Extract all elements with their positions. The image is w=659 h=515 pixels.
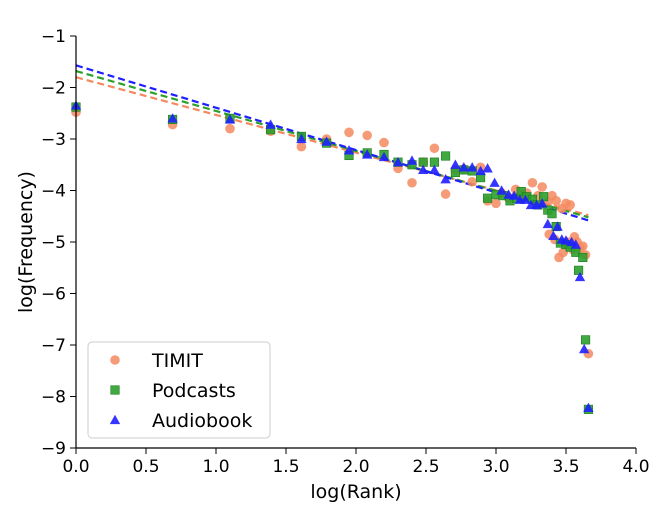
legend-marker-audiobook	[109, 414, 121, 425]
data-point-timit	[558, 247, 568, 258]
data-point-podcasts	[578, 252, 588, 262]
data-point-audiobook	[296, 133, 307, 144]
data-point-timit	[467, 176, 478, 187]
x-tick-label: 3.5	[552, 457, 579, 477]
data-point-audiobook	[509, 190, 520, 200]
legend-label-timit: TIMIT	[151, 350, 203, 372]
legend-label-podcasts: Podcasts	[152, 380, 236, 402]
x-tick-label: 1.5	[272, 457, 299, 477]
legend: TIMIT Podcasts Audiobook	[87, 341, 271, 439]
data-point-audiobook	[579, 343, 590, 354]
data-point-timit	[407, 177, 417, 188]
data-point-audiobook	[450, 159, 461, 169]
legend-marker-timit	[110, 355, 120, 365]
data-point-audiobook	[429, 164, 440, 175]
x-axis-label: log(Rank)	[310, 481, 401, 503]
data-point-podcasts	[581, 335, 591, 345]
x-tick-label: 1.0	[202, 457, 229, 477]
y-tick-label: −8	[41, 388, 66, 408]
data-point-timit	[527, 177, 538, 188]
data-point-audiobook	[583, 402, 594, 412]
data-point-audiobook	[552, 221, 563, 231]
y-tick-label: −7	[41, 336, 66, 356]
data-point-podcasts	[516, 186, 526, 197]
data-point-timit	[344, 127, 354, 138]
data-point-audiobook	[167, 113, 178, 123]
data-point-timit	[440, 189, 451, 199]
axes: 0.0 0.5 1.0 1.5 2.0 2.5 3.0 3.5 4.0 −1 −2 −3 −4 −5 −6 −…	[15, 27, 650, 503]
x-tick-label: 2.0	[342, 457, 369, 477]
data-point-audiobook	[537, 198, 548, 208]
data-point-podcasts	[441, 151, 451, 161]
data-point-audiobook	[321, 136, 332, 146]
legend-marker-podcasts	[110, 385, 120, 395]
y-tick-label: −2	[41, 79, 66, 99]
data-point-audiobook	[265, 119, 276, 129]
data-point-audiobook	[458, 162, 469, 172]
series-audiobook	[70, 100, 594, 412]
data-point-podcasts	[450, 167, 460, 178]
data-point-timit	[429, 143, 440, 154]
data-point-audiobook	[548, 230, 559, 240]
x-tick-label: 0.0	[62, 457, 89, 477]
data-point-podcasts	[483, 193, 493, 203]
data-point-audiobook	[520, 194, 531, 204]
data-point-timit	[225, 123, 235, 134]
data-point-audiobook	[440, 173, 451, 184]
y-tick-label: −5	[41, 233, 66, 253]
data-point-audiobook	[467, 162, 478, 172]
data-point-audiobook	[224, 114, 236, 124]
data-point-timit	[362, 130, 373, 141]
data-point-audiobook	[343, 145, 355, 155]
data-point-audiobook	[574, 271, 586, 282]
data-point-audiobook	[489, 177, 500, 187]
data-point-audiobook	[570, 239, 581, 249]
data-point-podcasts	[547, 209, 557, 219]
legend-box	[87, 341, 271, 439]
data-point-audiobook	[475, 165, 486, 176]
x-tick-label: 4.0	[622, 457, 649, 477]
data-point-audiobook	[378, 151, 390, 162]
data-point-timit	[491, 198, 501, 209]
data-point-podcasts	[574, 265, 584, 275]
x-tick-label: 0.5	[132, 457, 159, 477]
legend-label-audiobook: Audiobook	[152, 410, 252, 432]
data-point-audiobook	[406, 155, 418, 165]
data-point-audiobook	[362, 149, 373, 159]
data-point-timit	[537, 182, 547, 192]
data-point-audiobook	[496, 185, 507, 195]
data-point-audiobook	[392, 156, 404, 167]
data-point-timit	[296, 141, 307, 152]
data-point-audiobook	[482, 163, 493, 173]
y-axis-label: log(Frequency)	[15, 171, 37, 313]
data-point-audiobook	[418, 164, 429, 175]
data-point-podcasts	[539, 192, 549, 202]
data-point-timit	[551, 196, 561, 206]
x-tick-label: 2.5	[412, 457, 439, 477]
x-tick-label: 3.0	[482, 457, 509, 477]
y-tick-label: −9	[41, 439, 66, 459]
data-point-audiobook	[542, 218, 553, 229]
data-point-timit	[379, 137, 389, 148]
y-tick-label: −4	[41, 182, 66, 202]
y-tick-label: −3	[41, 130, 66, 150]
y-tick-label: −6	[41, 285, 66, 305]
y-tick-label: −1	[41, 27, 66, 47]
data-points	[70, 100, 594, 414]
data-point-timit	[565, 200, 575, 210]
